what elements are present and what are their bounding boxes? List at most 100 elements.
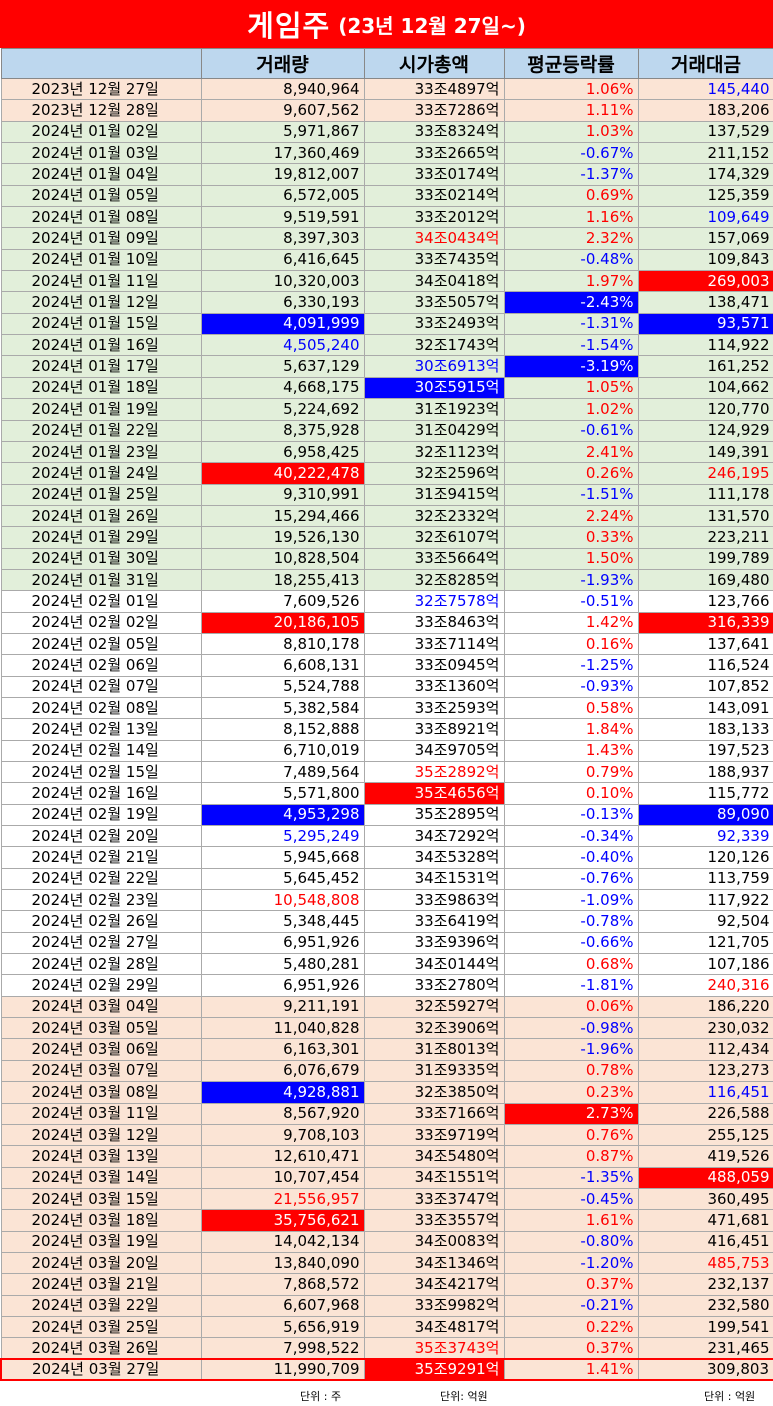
cell-avg-change: -0.66% bbox=[503, 931, 639, 955]
cell-market-cap: 33조9719억 bbox=[363, 1123, 505, 1147]
table-row: 2024년 01월 25일 9,310,991 31조9415억 -1.51% 111,… bbox=[0, 483, 773, 506]
title-sub: (23년 12월 27일~) bbox=[338, 13, 526, 38]
cell-avg-change: -0.61% bbox=[503, 419, 639, 442]
cell-market-cap: 35조4656억 bbox=[363, 782, 505, 805]
table-row: 2024년 01월 11일 10,320,003 34조0418억 1.97% 269,… bbox=[0, 270, 773, 293]
cell-avg-change: 0.37% bbox=[503, 1337, 639, 1360]
cell-trade-amount: 485,753 bbox=[637, 1251, 773, 1275]
cell-volume: 8,810,178 bbox=[200, 632, 365, 656]
cell-volume: 8,375,928 bbox=[200, 419, 365, 442]
cell-avg-change: -0.13% bbox=[503, 803, 639, 827]
table-row: 2024년 03월 12일 9,708,103 33조9719억 0.76% 255,1… bbox=[0, 1123, 773, 1147]
cell-avg-change: 1.02% bbox=[503, 398, 639, 421]
cell-volume: 13,840,090 bbox=[200, 1251, 365, 1275]
cell-avg-change: 1.06% bbox=[503, 77, 639, 101]
cell-volume: 5,348,445 bbox=[200, 910, 365, 933]
table-row: 2024년 02월 15일 7,489,564 35조2892억 0.79% 188,9… bbox=[0, 760, 773, 784]
cell-trade-amount: 114,922 bbox=[637, 334, 773, 357]
cell-date: 2024년 03월 20일 bbox=[0, 1251, 202, 1275]
cell-trade-amount: 109,649 bbox=[637, 206, 773, 229]
cell-avg-change: -1.54% bbox=[503, 334, 639, 357]
cell-date: 2024년 01월 23일 bbox=[0, 440, 202, 464]
cell-volume: 35,756,621 bbox=[200, 1209, 365, 1232]
cell-avg-change: 1.42% bbox=[503, 611, 639, 634]
cell-market-cap: 33조3557억 bbox=[363, 1209, 505, 1232]
cell-trade-amount: 107,852 bbox=[637, 675, 773, 698]
cell-avg-change: -0.34% bbox=[503, 825, 639, 848]
cell-market-cap: 32조7578억 bbox=[363, 590, 505, 613]
table-row: 2024년 01월 18일 4,668,175 30조5915억 1.05% 104,6… bbox=[0, 376, 773, 400]
cell-date: 2024년 01월 08일 bbox=[0, 206, 202, 229]
cell-market-cap: 34조5328억 bbox=[363, 846, 505, 869]
cell-date: 2024년 01월 22일 bbox=[0, 419, 202, 442]
table-row: 2024년 02월 27일 6,951,926 33조9396억 -0.66% 121,… bbox=[0, 931, 773, 955]
cell-avg-change: 1.50% bbox=[503, 547, 639, 570]
cell-volume: 15,294,466 bbox=[200, 504, 365, 528]
cell-market-cap: 34조4217억 bbox=[363, 1273, 505, 1296]
header-date bbox=[0, 48, 202, 79]
cell-date: 2024년 02월 22일 bbox=[0, 867, 202, 891]
cell-trade-amount: 186,220 bbox=[637, 995, 773, 1019]
cell-volume: 5,645,452 bbox=[200, 867, 365, 891]
cell-date: 2024년 01월 18일 bbox=[0, 376, 202, 400]
cell-avg-change: -1.35% bbox=[503, 1166, 639, 1189]
cell-date: 2024년 02월 14일 bbox=[0, 739, 202, 763]
table-row: 2024년 03월 21일 7,868,572 34조4217억 0.37% 232,1… bbox=[0, 1273, 773, 1296]
cell-date: 2024년 01월 16일 bbox=[0, 334, 202, 357]
cell-avg-change: 0.68% bbox=[503, 953, 639, 976]
volume-unit-note: 단위 : 주 bbox=[300, 1390, 342, 1403]
cell-trade-amount: 488,059 bbox=[637, 1166, 773, 1189]
cell-trade-amount: 124,929 bbox=[637, 419, 773, 442]
cell-trade-amount: 92,339 bbox=[637, 825, 773, 848]
cell-trade-amount: 255,125 bbox=[637, 1123, 773, 1147]
table-row: 2024년 02월 21일 5,945,668 34조5328억 -0.40% 120,… bbox=[0, 846, 773, 869]
cell-trade-amount: 138,471 bbox=[637, 291, 773, 314]
cell-market-cap: 33조2012억 bbox=[363, 206, 505, 229]
cell-market-cap: 33조7166억 bbox=[363, 1102, 505, 1125]
cell-trade-amount: 471,681 bbox=[637, 1209, 773, 1232]
table-row: 2024년 01월 30일 10,828,504 33조5664억 1.50% 199,… bbox=[0, 547, 773, 570]
cell-avg-change: -1.09% bbox=[503, 889, 639, 912]
cell-volume: 9,211,191 bbox=[200, 995, 365, 1019]
cell-volume: 5,382,584 bbox=[200, 696, 365, 720]
cell-avg-change: 0.58% bbox=[503, 696, 639, 720]
cell-market-cap: 33조0945억 bbox=[363, 654, 505, 677]
cell-trade-amount: 107,186 bbox=[637, 953, 773, 976]
cell-market-cap: 33조7286억 bbox=[363, 99, 505, 122]
cell-volume: 6,710,019 bbox=[200, 739, 365, 763]
cell-avg-change: -0.40% bbox=[503, 846, 639, 869]
cell-market-cap: 33조0214억 bbox=[363, 184, 505, 208]
cell-date: 2024년 03월 15일 bbox=[0, 1187, 202, 1211]
cell-market-cap: 34조1531억 bbox=[363, 867, 505, 891]
cell-trade-amount: 199,541 bbox=[637, 1315, 773, 1339]
cell-avg-change: 1.05% bbox=[503, 376, 639, 400]
cell-trade-amount: 232,137 bbox=[637, 1273, 773, 1296]
cell-date: 2024년 02월 26일 bbox=[0, 910, 202, 933]
cell-date: 2024년 03월 27일 bbox=[0, 1358, 202, 1382]
table-row: 2024년 03월 25일 5,656,919 34조4817억 0.22% 199,5… bbox=[0, 1315, 773, 1339]
table-row: 2024년 02월 19일 4,953,298 35조2895억 -0.13% 89,0… bbox=[0, 803, 773, 827]
cell-volume: 5,945,668 bbox=[200, 846, 365, 869]
cell-market-cap: 33조8921억 bbox=[363, 718, 505, 741]
table-row: 2024년 03월 20일 13,840,090 34조1346억 -1.20% 485… bbox=[0, 1251, 773, 1275]
cell-market-cap: 32조1743억 bbox=[363, 334, 505, 357]
cell-volume: 4,928,881 bbox=[200, 1081, 365, 1104]
amount-unit-note: 단위 : 억원 bbox=[704, 1390, 756, 1403]
cell-volume: 10,828,504 bbox=[200, 547, 365, 570]
cell-avg-change: -0.76% bbox=[503, 867, 639, 891]
cell-date: 2024년 02월 01일 bbox=[0, 590, 202, 613]
cell-volume: 7,609,526 bbox=[200, 590, 365, 613]
cell-avg-change: 1.97% bbox=[503, 270, 639, 293]
cell-trade-amount: 104,662 bbox=[637, 376, 773, 400]
cell-volume: 21,556,957 bbox=[200, 1187, 365, 1211]
cell-market-cap: 33조8324억 bbox=[363, 120, 505, 144]
cell-date: 2024년 03월 04일 bbox=[0, 995, 202, 1019]
cell-date: 2024년 03월 21일 bbox=[0, 1273, 202, 1296]
table-row: 2024년 03월 11일 8,567,920 33조7166억 2.73% 226,5… bbox=[0, 1102, 773, 1125]
table-row: 2024년 01월 23일 6,958,425 32조1123억 2.41% 149,3… bbox=[0, 440, 773, 464]
cell-date: 2024년 03월 19일 bbox=[0, 1230, 202, 1253]
cell-volume: 6,572,005 bbox=[200, 184, 365, 208]
table-row: 2024년 03월 22일 6,607,968 33조9982억 -0.21% 232,… bbox=[0, 1294, 773, 1317]
cell-trade-amount: 149,391 bbox=[637, 440, 773, 464]
cell-volume: 4,953,298 bbox=[200, 803, 365, 827]
